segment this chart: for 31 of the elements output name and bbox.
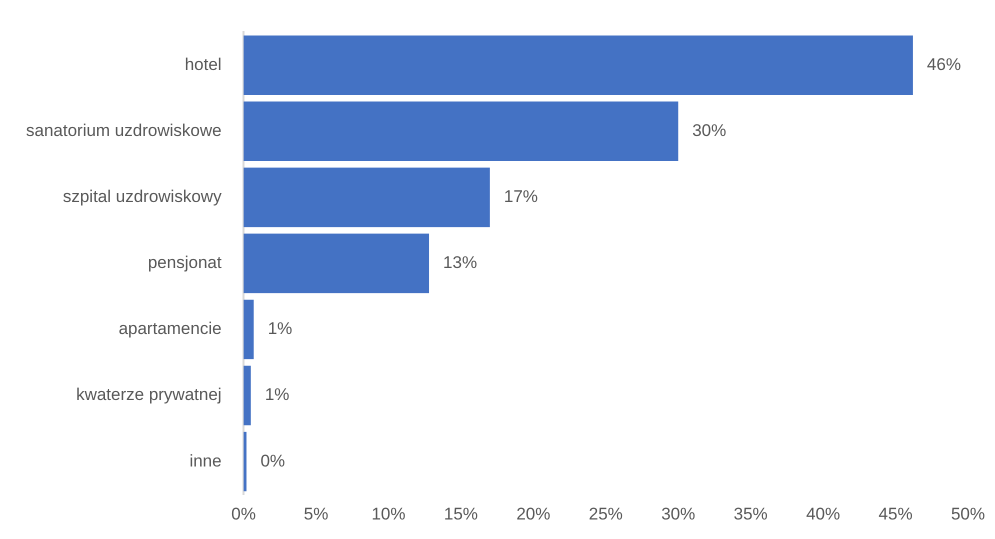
x-tick-label: 15%: [444, 504, 478, 524]
bar: [244, 168, 490, 228]
x-tick-label: 40%: [806, 504, 840, 524]
data-label: 1%: [268, 319, 292, 338]
bar: [244, 102, 678, 162]
data-label: 0%: [260, 451, 286, 470]
data-label: 13%: [443, 253, 478, 272]
data-label: 17%: [504, 187, 538, 206]
x-tick-label: 50%: [950, 504, 986, 524]
data-label: 46%: [926, 54, 961, 74]
bar: [244, 366, 251, 426]
y-tick-label: hotel: [184, 54, 222, 74]
x-tick-label: 5%: [304, 504, 328, 524]
data-label: 30%: [692, 120, 726, 140]
x-tick-label: 35%: [734, 504, 768, 524]
bar: [244, 234, 430, 294]
x-tick-label: 30%: [661, 504, 696, 524]
y-tick-label: apartamencie: [118, 319, 222, 338]
y-tick-label: inne: [189, 451, 222, 470]
data-label: 1%: [264, 385, 290, 404]
bar: [244, 36, 913, 95]
y-tick-label: sanatorium uzdrowiskowe: [26, 120, 222, 140]
y-tick-label: szpital uzdrowiskowy: [62, 187, 222, 206]
y-tick-label: kwaterze prywatnej: [76, 385, 222, 404]
x-tick-label: 0%: [231, 504, 256, 524]
x-tick-label: 25%: [588, 504, 623, 524]
x-tick-label: 10%: [371, 504, 406, 524]
y-tick-label: pensjonat: [148, 253, 222, 272]
x-tick-label: 45%: [878, 504, 913, 524]
bar: [244, 300, 254, 360]
x-tick-label: 20%: [516, 504, 550, 524]
